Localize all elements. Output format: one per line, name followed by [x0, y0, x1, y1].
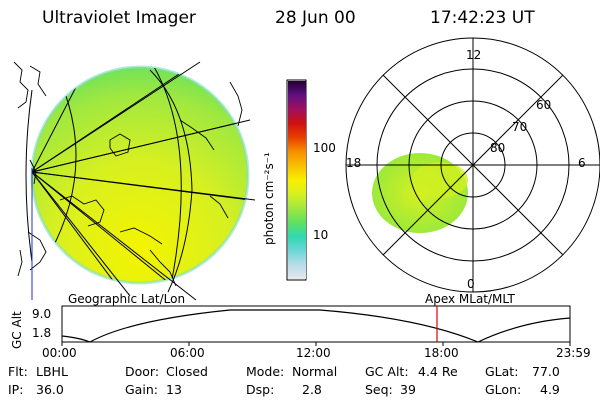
dsp-label: Dsp: — [246, 382, 275, 397]
colorbar — [286, 79, 307, 281]
mlt-6-label: 6 — [578, 156, 586, 170]
colorbar-tick-100: 100 — [313, 141, 336, 155]
x-tick-1200: 12:00 — [296, 346, 331, 360]
glat-value: 77.0 — [532, 364, 560, 379]
glon-value: 4.9 — [540, 382, 560, 397]
mlt-18-label: 18 — [346, 156, 362, 170]
x-tick-0000: 00:00 — [42, 346, 77, 360]
y-tick-bottom: 1.8 — [32, 326, 52, 340]
ip-label: IP: — [8, 382, 24, 397]
x-tick-1800: 18:00 — [424, 346, 459, 360]
altitude-plot — [61, 305, 571, 346]
mlt-0-label: 0 — [467, 277, 475, 291]
coastlines — [13, 61, 243, 287]
date-label: 28 Jun 00 — [275, 8, 356, 28]
mlt-12-label: 12 — [466, 48, 482, 62]
door-value: Closed — [166, 364, 208, 379]
mode-value: Normal — [292, 364, 338, 379]
apex-label: Apex MLat/MLT — [425, 292, 515, 306]
x-tick-2359: 23:59 — [556, 346, 591, 360]
uv-earth-disk — [32, 67, 248, 283]
mlat-80-label: 80 — [490, 141, 506, 155]
x-tick-0600: 06:00 — [170, 346, 205, 360]
geo-grid-outer — [25, 61, 256, 301]
gain-value: 13 — [166, 382, 182, 397]
door-label: Door: — [125, 364, 160, 379]
glon-label: GLon: — [485, 382, 522, 397]
mlat-70-label: 70 — [512, 120, 528, 134]
instrument-title: Ultraviolet Imager — [42, 8, 196, 28]
dsp-value: 2.8 — [302, 382, 322, 397]
seq-label: Seq: — [365, 382, 393, 397]
mlat-60-label: 60 — [536, 98, 552, 112]
gc-alt-axis-label: GC Alt — [10, 311, 24, 349]
time-label: 17:42:23 UT — [430, 8, 535, 28]
polar-plot — [345, 37, 600, 293]
filter-value: LBHL — [36, 364, 68, 379]
ip-value: 36.0 — [36, 382, 64, 397]
y-tick-top: 9.0 — [32, 307, 52, 321]
seq-value: 39 — [400, 382, 416, 397]
gain-label: Gain: — [125, 382, 158, 397]
glat-label: GLat: — [485, 364, 519, 379]
filter-label: Flt: — [8, 364, 28, 379]
mode-label: Mode: — [246, 364, 285, 379]
altitude-curve — [61, 309, 571, 343]
gc-alt-value: 4.4 Re — [418, 364, 458, 379]
colorbar-gradient — [288, 81, 306, 279]
geographic-label: Geographic Lat/Lon — [68, 292, 186, 306]
colorbar-unit-label: photon cm⁻²s⁻¹ — [262, 152, 276, 245]
gc-alt-label: GC Alt: — [365, 364, 409, 379]
colorbar-tick-10: 10 — [313, 228, 329, 242]
